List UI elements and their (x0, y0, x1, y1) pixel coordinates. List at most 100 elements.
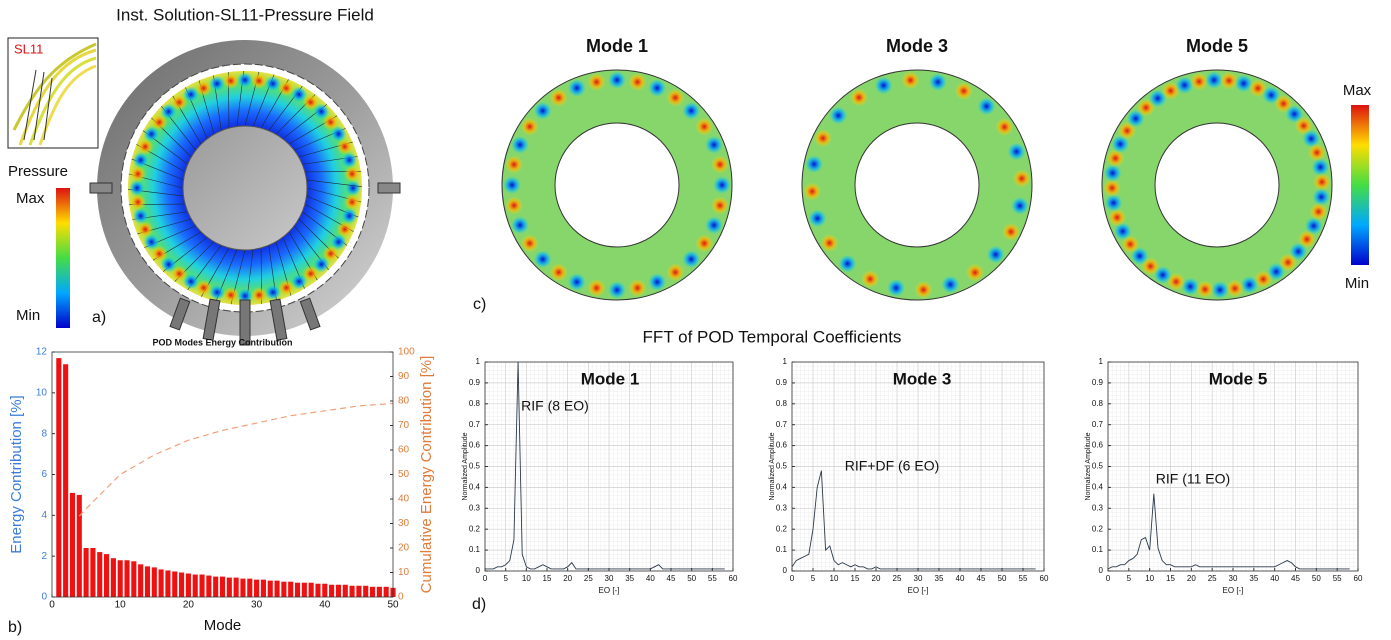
blob (829, 106, 847, 124)
bar (131, 561, 136, 597)
blob (1013, 170, 1031, 188)
y2-axis-label: Cumulative Energy Contribution [%] (418, 356, 435, 594)
blob (568, 273, 586, 291)
x-tick-label: 45 (667, 574, 676, 583)
y2-tick-label: 70 (398, 420, 410, 431)
blob (1310, 203, 1328, 221)
x-tick-label: 60 (729, 574, 738, 583)
blob (251, 73, 267, 89)
bar (370, 587, 375, 597)
blob (223, 73, 239, 89)
blob (861, 270, 879, 288)
bar (234, 578, 239, 597)
y-tick-label: 0.6 (1092, 441, 1104, 450)
blob (209, 76, 225, 92)
y-tick-label: 2 (41, 551, 47, 562)
blob (705, 216, 723, 234)
blob (875, 76, 893, 94)
bar (193, 575, 198, 597)
blob (608, 71, 626, 89)
y-tick-label: 0.1 (776, 545, 788, 554)
y-tick-label: 0.1 (1092, 545, 1104, 554)
bar (104, 554, 109, 597)
mode-title: Mode 3 (886, 36, 948, 56)
x-tick-label: 0 (49, 600, 55, 611)
bar (247, 579, 252, 597)
y2-tick-label: 60 (398, 445, 410, 456)
y-tick-label: 0.3 (1092, 503, 1104, 512)
y-axis-label: Normalized Amplitude (462, 432, 469, 500)
y-tick-label: 0.2 (469, 524, 481, 533)
bar (295, 583, 300, 597)
blob (505, 156, 523, 174)
x-tick-label: 0 (1106, 574, 1111, 583)
blob (588, 279, 606, 297)
blob (987, 246, 1005, 264)
y2-tick-label: 100 (398, 347, 415, 358)
bar (138, 564, 143, 597)
colorbar (56, 188, 70, 328)
x-tick-label: 55 (1333, 574, 1342, 583)
bar (363, 586, 368, 597)
colorbar-min: Min (1345, 275, 1369, 292)
bar (165, 570, 170, 597)
x-tick-label: 40 (1270, 574, 1279, 583)
colorbar (1351, 105, 1369, 265)
bar (343, 585, 348, 597)
bar (288, 582, 293, 597)
blob (929, 73, 947, 91)
bar (172, 571, 177, 597)
y-tick-label: 0.2 (1092, 524, 1104, 533)
bar (350, 586, 355, 597)
blob (711, 196, 729, 214)
y-tick-label: 8 (41, 428, 47, 439)
blob (534, 102, 552, 120)
bar (302, 583, 307, 597)
blob (1008, 143, 1026, 161)
y-tick-label: 0.8 (469, 399, 481, 408)
blob (814, 129, 832, 147)
x-tick-label: 30 (914, 574, 923, 583)
y-tick-label: 0 (41, 592, 47, 603)
blob (1011, 197, 1029, 215)
blob (568, 79, 586, 97)
blob (838, 255, 856, 273)
y-tick-label: 10 (36, 387, 48, 398)
bar (199, 575, 204, 597)
bar (56, 358, 61, 597)
x-tick-label: 30 (605, 574, 614, 583)
x-tick-label: 55 (708, 574, 717, 583)
y-axis-label: Normalized Amplitude (1085, 432, 1092, 500)
mode-title: Mode 1 (586, 36, 648, 56)
blob (666, 263, 684, 281)
annotation: RIF+DF (6 EO) (845, 458, 940, 474)
y-tick-label: 12 (36, 347, 48, 358)
y-tick-label: 4 (41, 510, 47, 521)
blob (251, 287, 267, 303)
bar (90, 548, 95, 597)
y-axis-label: Energy Contribution [%] (8, 395, 25, 553)
bar (377, 587, 382, 597)
blob (521, 234, 539, 252)
x-tick-label: 25 (584, 574, 593, 583)
x-tick-label: 40 (956, 574, 965, 583)
blob (648, 273, 666, 291)
blob (511, 136, 529, 154)
inset-label: SL11 (14, 41, 43, 56)
blob (534, 250, 552, 268)
blob (820, 234, 838, 252)
y-tick-label: 0 (783, 566, 788, 575)
blob (628, 279, 646, 297)
annotation: RIF (11 EO) (1156, 471, 1230, 487)
x-axis-label: EO [-] (1223, 586, 1244, 595)
bar (261, 580, 266, 597)
x-tick-label: 40 (646, 574, 655, 583)
y-tick-label: 0.5 (469, 462, 481, 471)
y-tick-label: 0.4 (469, 483, 481, 492)
x-tick-label: 30 (251, 600, 263, 611)
y-axis-label: Normalized Amplitude (769, 432, 776, 500)
blob (130, 194, 146, 210)
blob (223, 287, 239, 303)
blob (608, 281, 626, 299)
blob (850, 88, 868, 106)
